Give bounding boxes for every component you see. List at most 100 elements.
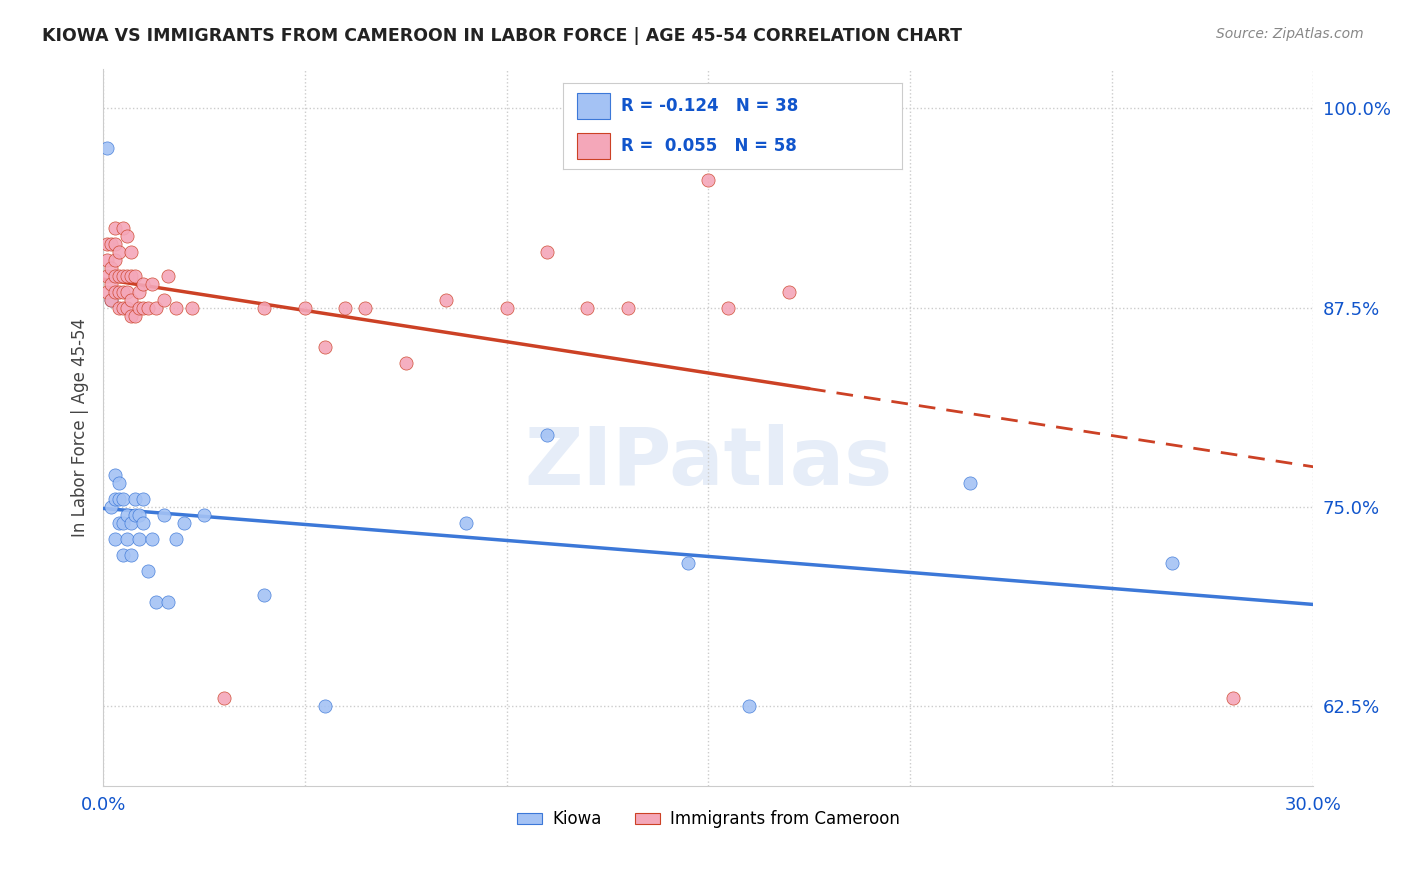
Point — [112, 516, 135, 530]
Point — [536, 428, 558, 442]
Point — [132, 516, 155, 530]
Point — [136, 564, 159, 578]
Point — [128, 508, 150, 522]
Point — [104, 532, 127, 546]
Point — [120, 548, 142, 562]
Text: ZIPatlas: ZIPatlas — [524, 424, 893, 502]
Point — [165, 532, 187, 546]
Point — [193, 508, 215, 522]
Point — [314, 341, 336, 355]
Point — [120, 309, 142, 323]
Point — [100, 236, 122, 251]
Point — [112, 301, 135, 315]
Point — [117, 532, 139, 546]
Point — [117, 285, 139, 299]
Point — [495, 301, 517, 315]
Point — [434, 293, 457, 307]
Point — [108, 268, 131, 283]
Point — [145, 595, 167, 609]
Point — [141, 532, 163, 546]
Point — [576, 301, 599, 315]
Point — [1222, 691, 1244, 706]
Point — [156, 595, 179, 609]
Y-axis label: In Labor Force | Age 45-54: In Labor Force | Age 45-54 — [72, 318, 89, 537]
Point — [136, 301, 159, 315]
Point — [112, 491, 135, 506]
Point — [165, 301, 187, 315]
Point — [104, 467, 127, 482]
Point — [108, 491, 131, 506]
Point — [737, 699, 759, 714]
Point — [536, 244, 558, 259]
Point — [294, 301, 316, 315]
Point — [778, 285, 800, 299]
Point — [96, 252, 118, 267]
Point — [152, 508, 174, 522]
Point — [616, 301, 638, 315]
Point — [108, 301, 131, 315]
Point — [132, 491, 155, 506]
Point — [1161, 556, 1184, 570]
Point — [120, 293, 142, 307]
Point — [96, 268, 118, 283]
Point — [717, 301, 740, 315]
Point — [132, 301, 155, 315]
Point — [124, 491, 146, 506]
Point — [156, 268, 179, 283]
Point — [141, 277, 163, 291]
Point — [117, 228, 139, 243]
Point — [104, 252, 127, 267]
Point — [124, 268, 146, 283]
Point — [112, 548, 135, 562]
Point — [112, 221, 135, 235]
Point — [152, 293, 174, 307]
Point — [128, 301, 150, 315]
Point — [354, 301, 377, 315]
Point — [117, 508, 139, 522]
Point — [117, 301, 139, 315]
Point — [120, 516, 142, 530]
Point — [112, 285, 135, 299]
Point — [333, 301, 356, 315]
Point — [108, 244, 131, 259]
Point — [120, 268, 142, 283]
Point — [108, 516, 131, 530]
Point — [314, 699, 336, 714]
Point — [959, 475, 981, 490]
Point — [100, 500, 122, 514]
Point — [100, 293, 122, 307]
Point — [100, 293, 122, 307]
Point — [676, 556, 699, 570]
Point — [395, 356, 418, 370]
Text: KIOWA VS IMMIGRANTS FROM CAMEROON IN LABOR FORCE | AGE 45-54 CORRELATION CHART: KIOWA VS IMMIGRANTS FROM CAMEROON IN LAB… — [42, 27, 962, 45]
Point — [112, 268, 135, 283]
Point — [104, 221, 127, 235]
Point — [253, 301, 276, 315]
Point — [132, 277, 155, 291]
Point — [145, 301, 167, 315]
Point — [104, 491, 127, 506]
Point — [128, 285, 150, 299]
Point — [100, 277, 122, 291]
Point — [104, 236, 127, 251]
Point — [456, 516, 478, 530]
Text: Source: ZipAtlas.com: Source: ZipAtlas.com — [1216, 27, 1364, 41]
Point — [108, 285, 131, 299]
Point — [96, 285, 118, 299]
Point — [104, 268, 127, 283]
Point — [124, 309, 146, 323]
Legend: Kiowa, Immigrants from Cameroon: Kiowa, Immigrants from Cameroon — [510, 804, 905, 835]
Point — [124, 508, 146, 522]
Point — [120, 244, 142, 259]
Point — [117, 268, 139, 283]
Point — [108, 475, 131, 490]
Point — [96, 141, 118, 155]
Point — [104, 285, 127, 299]
Point — [128, 532, 150, 546]
Point — [212, 691, 235, 706]
Point — [173, 516, 195, 530]
Point — [96, 236, 118, 251]
Point — [253, 587, 276, 601]
Point — [180, 301, 202, 315]
Point — [100, 260, 122, 275]
